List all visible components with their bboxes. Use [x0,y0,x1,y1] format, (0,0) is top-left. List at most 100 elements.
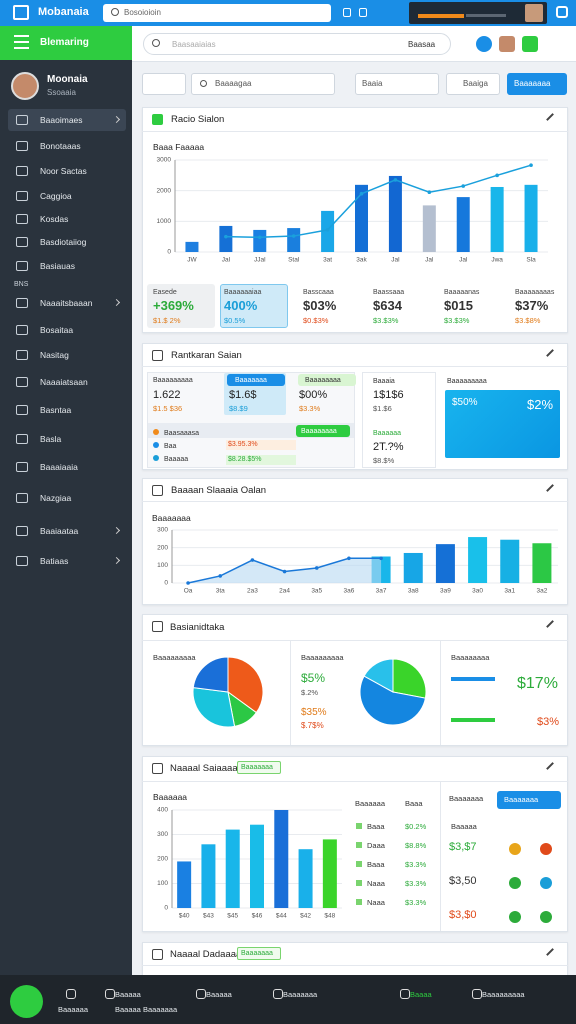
stat-sub: $0.5% [224,316,246,325]
panel [142,614,568,746]
home-button[interactable] [10,985,43,1018]
user-name: Moonaia [47,74,88,85]
pie-sub: $.2% [301,688,319,697]
panel-title: Racio Sialon [171,114,225,125]
toolbar-search[interactable] [191,73,335,95]
bottom-icon [66,989,76,999]
cell-value: 2T.?% [373,441,404,453]
sidebar-header [0,26,132,60]
panel-divider [142,501,568,502]
search-icon [152,39,160,47]
panel-icon [152,949,163,960]
column-title: Baaaaaaaaa [301,653,344,662]
cell-value: $1.6$ [229,389,257,401]
nav-item: Naaaitsbaaan [40,298,93,308]
side-value: $3,50 [449,875,477,887]
panel-icon [152,350,163,361]
menu-icon [14,47,29,49]
nav-icon [16,377,28,387]
chart-subtitle: Baaaaaa [153,792,188,802]
stat-sub: $0.$3% [303,316,329,325]
nav-active[interactable] [8,109,126,131]
nav-item: Batiaas [40,556,69,566]
stat-sub: $3.$3% [444,316,470,325]
card-value: $50% [452,397,478,408]
nav-icon [16,115,28,125]
nav-item: Noor Sactas [40,166,87,176]
search-text: Bosoioioin [124,8,161,17]
top-search[interactable] [103,4,331,22]
stat-label: Baaaaaaaas [515,289,555,296]
nav-icon [16,405,28,415]
table-cell: Baaa [367,822,385,831]
row-marker [356,823,362,829]
primary-button[interactable] [507,73,567,95]
stat-card [147,284,215,328]
table-header: Baaa [405,799,423,808]
table-cell: Baaa [367,860,385,869]
panel-divider [142,366,568,367]
bottom-icon [196,989,206,999]
stat-card [220,284,288,328]
search-text: Baaaagaa [215,79,252,88]
side-button[interactable] [497,791,561,809]
nav-item: Bonotaaas [40,141,81,151]
dropdown[interactable] [142,73,186,95]
stat-value: 400% [224,298,258,313]
list-item: Baasaaasa [164,430,200,437]
toolbar-button[interactable] [446,73,500,95]
cell-sub: $8.$9 [229,404,248,413]
nav-icon [16,261,28,271]
search-field[interactable] [143,33,451,55]
card-value: $2% [527,397,554,412]
panel-divider [142,640,568,641]
top-icon [343,8,351,17]
search-icon [200,80,207,87]
toolbar-button[interactable] [355,73,439,95]
value-pill [226,440,296,450]
stat-sub: $3.$3% [373,316,399,325]
circle-button[interactable] [476,36,492,52]
panel-title: Naaaal Saiaaaaaa [170,763,249,774]
stat-value: $03% [303,298,337,313]
stat-value: $015 [444,298,473,313]
nav-icon [16,462,28,472]
status-dot [509,877,521,889]
panel-title: Rantkaran Saian [171,350,242,361]
button-label: Baaaaaaa [514,79,551,88]
user-avatar [11,72,39,100]
nav-icon [16,350,28,360]
row-marker [356,861,362,867]
user-role: Ssoaaia [47,88,76,97]
panel-icon [152,114,163,125]
account-box[interactable] [409,2,547,24]
column-title: Baaaaaaaa [451,653,490,662]
panel-title: Naaaal Dadaaaan [170,949,247,960]
menu-icon [14,35,29,37]
cell-value: 1.622 [153,389,181,401]
status-dot [540,843,552,855]
sidebar [0,26,132,976]
nav-section: BNS [14,281,29,288]
panel-divider [142,131,568,132]
status-dot [509,843,521,855]
cell-label: Baaaaaaa [235,377,267,384]
dot [153,442,159,448]
panel-divider [440,782,441,931]
panel-title: Baaaan Slaaaia Oalan [171,485,267,496]
button-label: Baaaaaaa [504,795,539,804]
nav-item: Nazgiaa [40,493,72,503]
bottom-item: Baaaa [410,990,432,999]
search-icon [111,8,119,16]
app-title: Mobanaia [38,6,89,18]
bottom-item: Baaaaa Baaaaaaa [115,1005,178,1014]
progress [418,14,464,18]
value-pill [226,455,296,465]
nav-icon [16,493,28,503]
nav-icon [16,526,28,536]
square-button[interactable] [522,36,538,52]
nav-item: Kosdas [40,214,69,224]
table-cell: $0.2% [405,822,427,831]
nav-item: Basla [40,434,62,444]
stat-sub: $1.$ 2% [153,316,181,325]
